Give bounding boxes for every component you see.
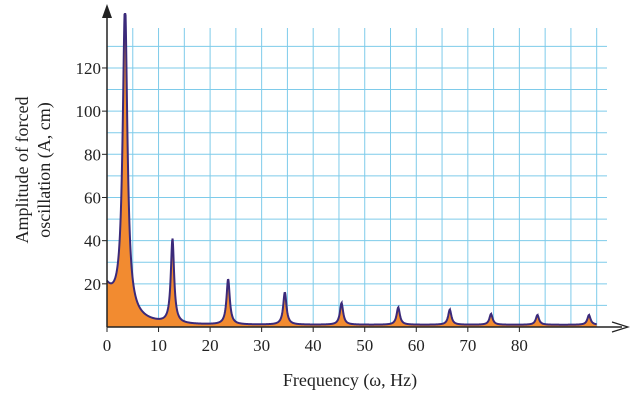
y-axis-arrow (102, 4, 112, 18)
y-axis-label-line-1: Amplitude of forced (12, 97, 32, 244)
amplitude-curve (106, 13, 597, 326)
x-tick-label: 50 (356, 336, 373, 355)
x-tick-label: 10 (150, 336, 167, 355)
x-tick-label: 0 (103, 336, 112, 355)
y-axis-label-line-2: oscillation (A, cm) (34, 102, 55, 237)
x-axis-label: Frequency (ω, Hz) (283, 370, 417, 391)
x-tick-label: 30 (253, 336, 270, 355)
y-axis-label: Amplitude of forced oscillation (A, cm) (12, 97, 55, 244)
x-tick-label: 70 (459, 336, 476, 355)
y-tick-label: 80 (84, 145, 101, 164)
grid-lines (107, 28, 607, 327)
amplitude-area (107, 14, 597, 327)
x-axis-arrow (611, 321, 631, 333)
x-tick-label: 40 (305, 336, 322, 355)
y-tick-label: 100 (76, 102, 102, 121)
y-tick-label: 60 (84, 188, 101, 207)
x-tick-label: 20 (202, 336, 219, 355)
y-tick-label: 40 (84, 232, 101, 251)
x-tick-label: 80 (511, 336, 528, 355)
x-tick-label: 60 (408, 336, 425, 355)
x-tick-labels: 0 10 20 30 40 50 60 70 80 (103, 327, 528, 355)
y-tick-label: 20 (84, 275, 101, 294)
y-tick-labels: 20 40 60 80 100 120 (76, 59, 107, 294)
y-tick-label: 120 (76, 59, 102, 78)
